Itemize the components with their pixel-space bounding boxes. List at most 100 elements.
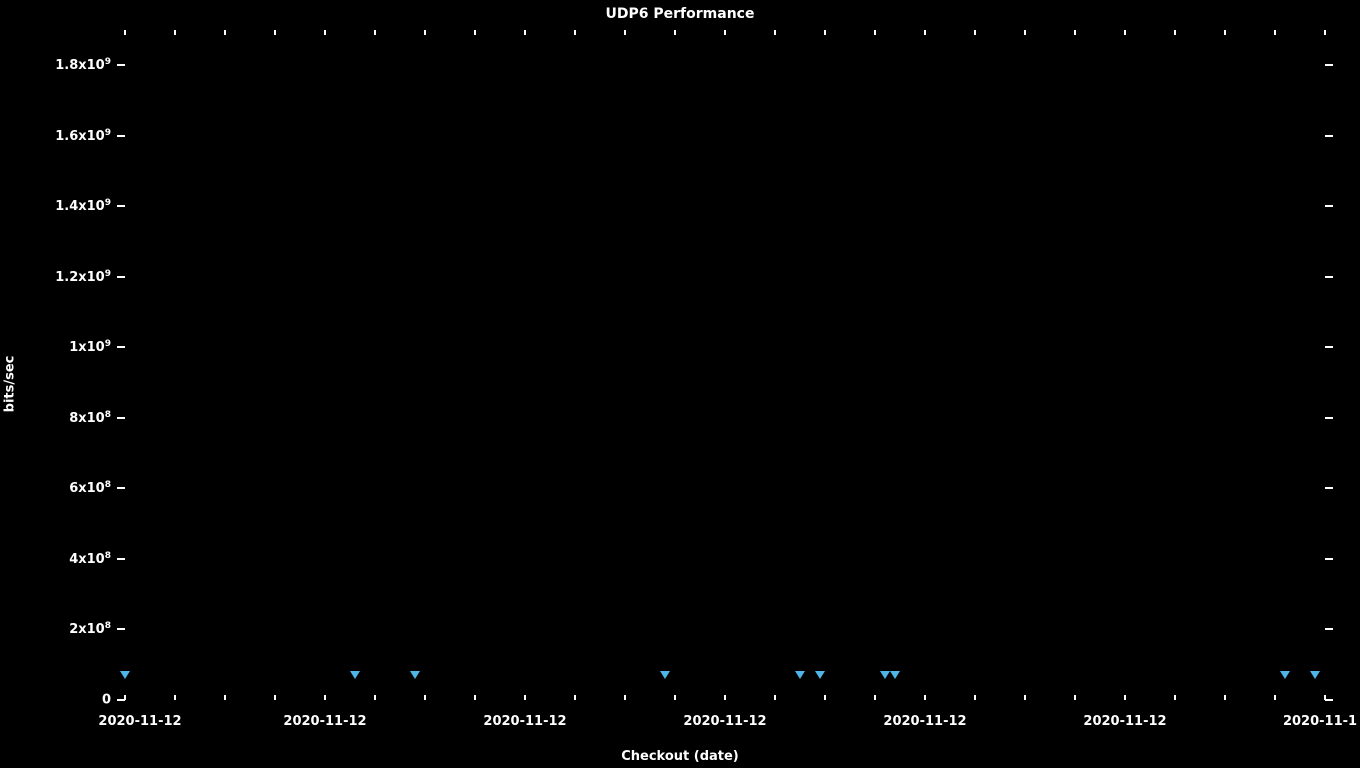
ytick-mark [117, 205, 125, 207]
xtick-mark [174, 695, 176, 700]
xtick-mark [524, 695, 526, 700]
xtick-mark [974, 30, 976, 35]
xtick-mark [974, 695, 976, 700]
y-axis-label: bits/sec [3, 356, 18, 413]
xtick-mark [424, 30, 426, 35]
xtick-mark [624, 30, 626, 35]
ytick-mark [1325, 135, 1333, 137]
xtick-mark [374, 30, 376, 35]
xtick-mark [1024, 695, 1026, 700]
xtick-mark [574, 695, 576, 700]
ytick-mark [117, 487, 125, 489]
data-point [120, 671, 130, 679]
xtick-mark [1174, 695, 1176, 700]
xtick-mark [674, 30, 676, 35]
xtick-mark [724, 30, 726, 35]
xtick-mark [724, 695, 726, 700]
xtick-mark [524, 30, 526, 35]
xtick-mark [1074, 30, 1076, 35]
ytick-label: 4x108 [69, 551, 111, 567]
xtick-mark [674, 695, 676, 700]
ytick-mark [117, 276, 125, 278]
xtick-mark [224, 695, 226, 700]
data-point [795, 671, 805, 679]
ytick-mark [117, 417, 125, 419]
ytick-mark [1325, 205, 1333, 207]
ytick-mark [117, 346, 125, 348]
xtick-mark [924, 30, 926, 35]
xtick-mark [1274, 30, 1276, 35]
data-point [350, 671, 360, 679]
data-point [410, 671, 420, 679]
xtick-mark [1324, 30, 1326, 35]
xtick-label: 2020-11-12 [483, 714, 566, 729]
xtick-mark [324, 695, 326, 700]
xtick-mark [924, 695, 926, 700]
ytick-mark [1325, 276, 1333, 278]
xtick-mark [474, 695, 476, 700]
ytick-label: 2x108 [69, 621, 111, 637]
xtick-mark [574, 30, 576, 35]
ytick-mark [1325, 64, 1333, 66]
xtick-mark [1124, 30, 1126, 35]
chart-title: UDP6 Performance [0, 6, 1360, 22]
data-point [660, 671, 670, 679]
xtick-mark [874, 695, 876, 700]
xtick-mark [874, 30, 876, 35]
xtick-mark [124, 30, 126, 35]
ytick-mark [1325, 487, 1333, 489]
xtick-mark [1024, 30, 1026, 35]
xtick-mark [1074, 695, 1076, 700]
ytick-mark [1325, 417, 1333, 419]
xtick-mark [824, 695, 826, 700]
ytick-mark [1325, 346, 1333, 348]
xtick-mark [374, 695, 376, 700]
xtick-mark [1224, 30, 1226, 35]
ytick-mark [1325, 558, 1333, 560]
ytick-label: 1.8x109 [55, 57, 111, 73]
xtick-mark [624, 695, 626, 700]
xtick-mark [274, 30, 276, 35]
xtick-label: 2020-11-12 [283, 714, 366, 729]
xtick-mark [774, 695, 776, 700]
data-point [890, 671, 900, 679]
data-point [1280, 671, 1290, 679]
xtick-mark [1274, 695, 1276, 700]
xtick-label: 2020-11-1 [1283, 714, 1357, 729]
ytick-mark [1325, 628, 1333, 630]
ytick-mark [117, 135, 125, 137]
ytick-label: 6x108 [69, 480, 111, 496]
xtick-mark [224, 30, 226, 35]
ytick-mark [117, 64, 125, 66]
xtick-label: 2020-11-12 [98, 714, 181, 729]
xtick-mark [124, 695, 126, 700]
chart-root: UDP6 Performance bits/sec Checkout (date… [0, 0, 1360, 768]
xtick-mark [424, 695, 426, 700]
xtick-mark [1174, 30, 1176, 35]
xtick-label: 2020-11-12 [1083, 714, 1166, 729]
ytick-mark [117, 628, 125, 630]
ytick-label: 0 [102, 693, 111, 708]
xtick-mark [824, 30, 826, 35]
ytick-mark [117, 558, 125, 560]
xtick-mark [774, 30, 776, 35]
xtick-label: 2020-11-12 [883, 714, 966, 729]
xtick-mark [174, 30, 176, 35]
xtick-mark [274, 695, 276, 700]
ytick-label: 1x109 [69, 339, 111, 355]
xtick-label: 2020-11-12 [683, 714, 766, 729]
ytick-label: 1.2x109 [55, 269, 111, 285]
xtick-mark [1224, 695, 1226, 700]
ytick-mark [1325, 699, 1333, 701]
data-point [1310, 671, 1320, 679]
xtick-mark [474, 30, 476, 35]
xtick-mark [324, 30, 326, 35]
data-point [815, 671, 825, 679]
x-axis-label: Checkout (date) [0, 749, 1360, 764]
ytick-label: 8x108 [69, 410, 111, 426]
ytick-label: 1.6x109 [55, 128, 111, 144]
xtick-mark [1324, 695, 1326, 700]
xtick-mark [1124, 695, 1126, 700]
data-point [880, 671, 890, 679]
ytick-label: 1.4x109 [55, 198, 111, 214]
